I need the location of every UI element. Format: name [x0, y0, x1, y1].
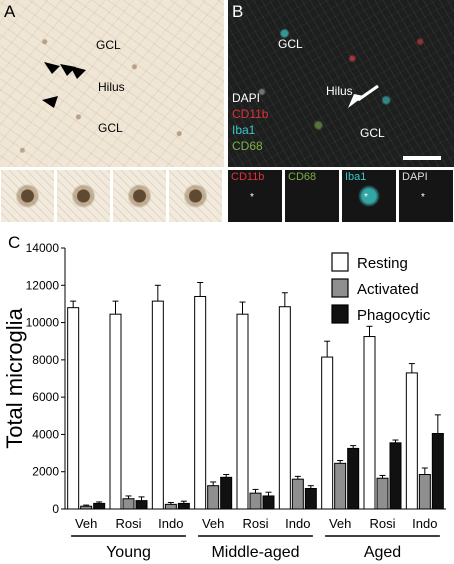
x-tick-label: Veh [329, 516, 351, 531]
channel-inset-cd11b: CD11b * [228, 170, 282, 222]
y-tick-label: 6000 [32, 390, 59, 404]
legend-cd11b: CD11b [232, 107, 269, 121]
channel-label: CD68 [288, 171, 317, 183]
bar-activated [164, 503, 177, 510]
bar-resting [321, 356, 334, 510]
bar-activated [376, 477, 389, 510]
bar-resting [405, 372, 418, 510]
bar-phagocytic [431, 432, 444, 510]
legend-label: Resting [357, 255, 408, 272]
arrow-icon [70, 66, 86, 79]
bar-activated [207, 485, 220, 510]
y-axis: 0 2000 4000 6000 8000 10000 12000 14000 [26, 241, 66, 516]
group-label: Young [106, 544, 151, 561]
bar-activated [334, 462, 347, 510]
asterisk-marker: * [364, 192, 368, 203]
arrow-icon [42, 96, 58, 108]
asterisk-marker: * [250, 192, 254, 203]
legend-swatch [331, 304, 349, 324]
y-tick-label: 0 [52, 502, 59, 516]
bar-resting [109, 313, 122, 510]
legend-dapi: DAPI [232, 91, 261, 105]
x-tick-label: Veh [202, 516, 224, 531]
arrow-overlay-b [348, 84, 379, 108]
label-gcl-bottom-a: GCL [98, 121, 123, 135]
x-tick-label: Indo [158, 516, 183, 531]
thumbnail-microglia-1 [1, 170, 54, 222]
panel-letter-a: A [4, 2, 16, 21]
arrows-overlay [42, 62, 86, 108]
x-tick-label: Rosi [242, 516, 268, 531]
bar-phagocytic [262, 495, 275, 510]
y-axis-label: Total microglia [2, 307, 27, 448]
y-tick-label: 14000 [26, 241, 60, 255]
channel-inset-dapi: DAPI * [399, 170, 453, 222]
bar-activated [249, 492, 262, 510]
bar-phagocytic [347, 447, 360, 510]
bar-resting [151, 300, 164, 510]
bars-layer [67, 281, 444, 510]
bar-resting [363, 336, 376, 510]
bar-phagocytic [389, 442, 402, 510]
channel-label: Iba1 [345, 171, 367, 183]
x-tick-label: Veh [75, 516, 97, 531]
label-gcl-bottom-b: GCL [360, 126, 385, 140]
group-label: Aged [364, 544, 401, 561]
x-tick-label: Indo [412, 516, 437, 531]
chart-legend: Resting Activated Phagocytic [331, 252, 431, 324]
asterisk-marker: * [421, 192, 425, 203]
legend-cd68: CD68 [232, 139, 263, 153]
legend-swatch [331, 278, 349, 298]
bar-resting [194, 295, 207, 510]
legend-iba1: Iba1 [232, 123, 256, 137]
label-gcl-top-a: GCL [96, 38, 121, 52]
label-gcl-top-b: GCL [278, 37, 303, 51]
label-hilus-a: Hilus [98, 80, 125, 94]
channel-inset-iba1: Iba1 * [342, 170, 396, 222]
bar-phagocytic [135, 500, 148, 510]
arrow-icon [44, 62, 60, 74]
bar-phagocytic [177, 502, 190, 510]
bar-phagocytic [220, 476, 233, 510]
bar-resting [236, 313, 249, 510]
channel-inset-cd68: CD68 [285, 170, 339, 222]
y-tick-label: 2000 [32, 465, 59, 479]
bar-chart: C Total microglia 0 2000 4000 6000 8000 10000… [2, 233, 446, 561]
label-hilus-b: Hilus [326, 84, 353, 98]
y-tick-label: 4000 [32, 427, 59, 441]
arrow-shaft [357, 84, 379, 102]
group-label: Middle-aged [211, 544, 299, 561]
panel-letter-c: C [8, 233, 20, 252]
legend-label: Phagocytic [357, 307, 431, 324]
x-axis: Veh Rosi Indo Veh Rosi Indo Veh Rosi Indo Young Mi… [65, 508, 446, 561]
thumbnail-microglia-3 [113, 170, 166, 222]
thumbnail-microglia-2 [57, 170, 110, 222]
x-tick-label: Rosi [115, 516, 141, 531]
y-tick-label: 10000 [26, 316, 60, 330]
bar-phagocytic [304, 487, 317, 510]
micrograph-panel-a: A GCL Hilus GCL [0, 0, 224, 167]
y-tick-label: 12000 [26, 278, 60, 292]
micrograph-panel-b: B GCL Hilus GCL DAPI CD11b Iba1 CD68 [228, 0, 454, 167]
thumbnail-microglia-4 [169, 170, 222, 222]
bar-phagocytic [93, 502, 106, 510]
x-tick-label: Indo [285, 516, 310, 531]
scale-bar [403, 156, 441, 160]
bar-activated [291, 478, 304, 510]
y-tick-label: 8000 [32, 353, 59, 367]
bar-activated [418, 474, 431, 510]
channel-label: DAPI [402, 171, 428, 183]
bar-activated [122, 498, 135, 510]
legend-swatch [331, 252, 349, 272]
bar-resting [67, 307, 80, 510]
x-tick-label: Rosi [369, 516, 395, 531]
channel-label: CD11b [231, 171, 265, 183]
legend-label: Activated [357, 281, 419, 298]
bar-resting [278, 306, 291, 510]
panel-letter-b: B [232, 2, 244, 21]
